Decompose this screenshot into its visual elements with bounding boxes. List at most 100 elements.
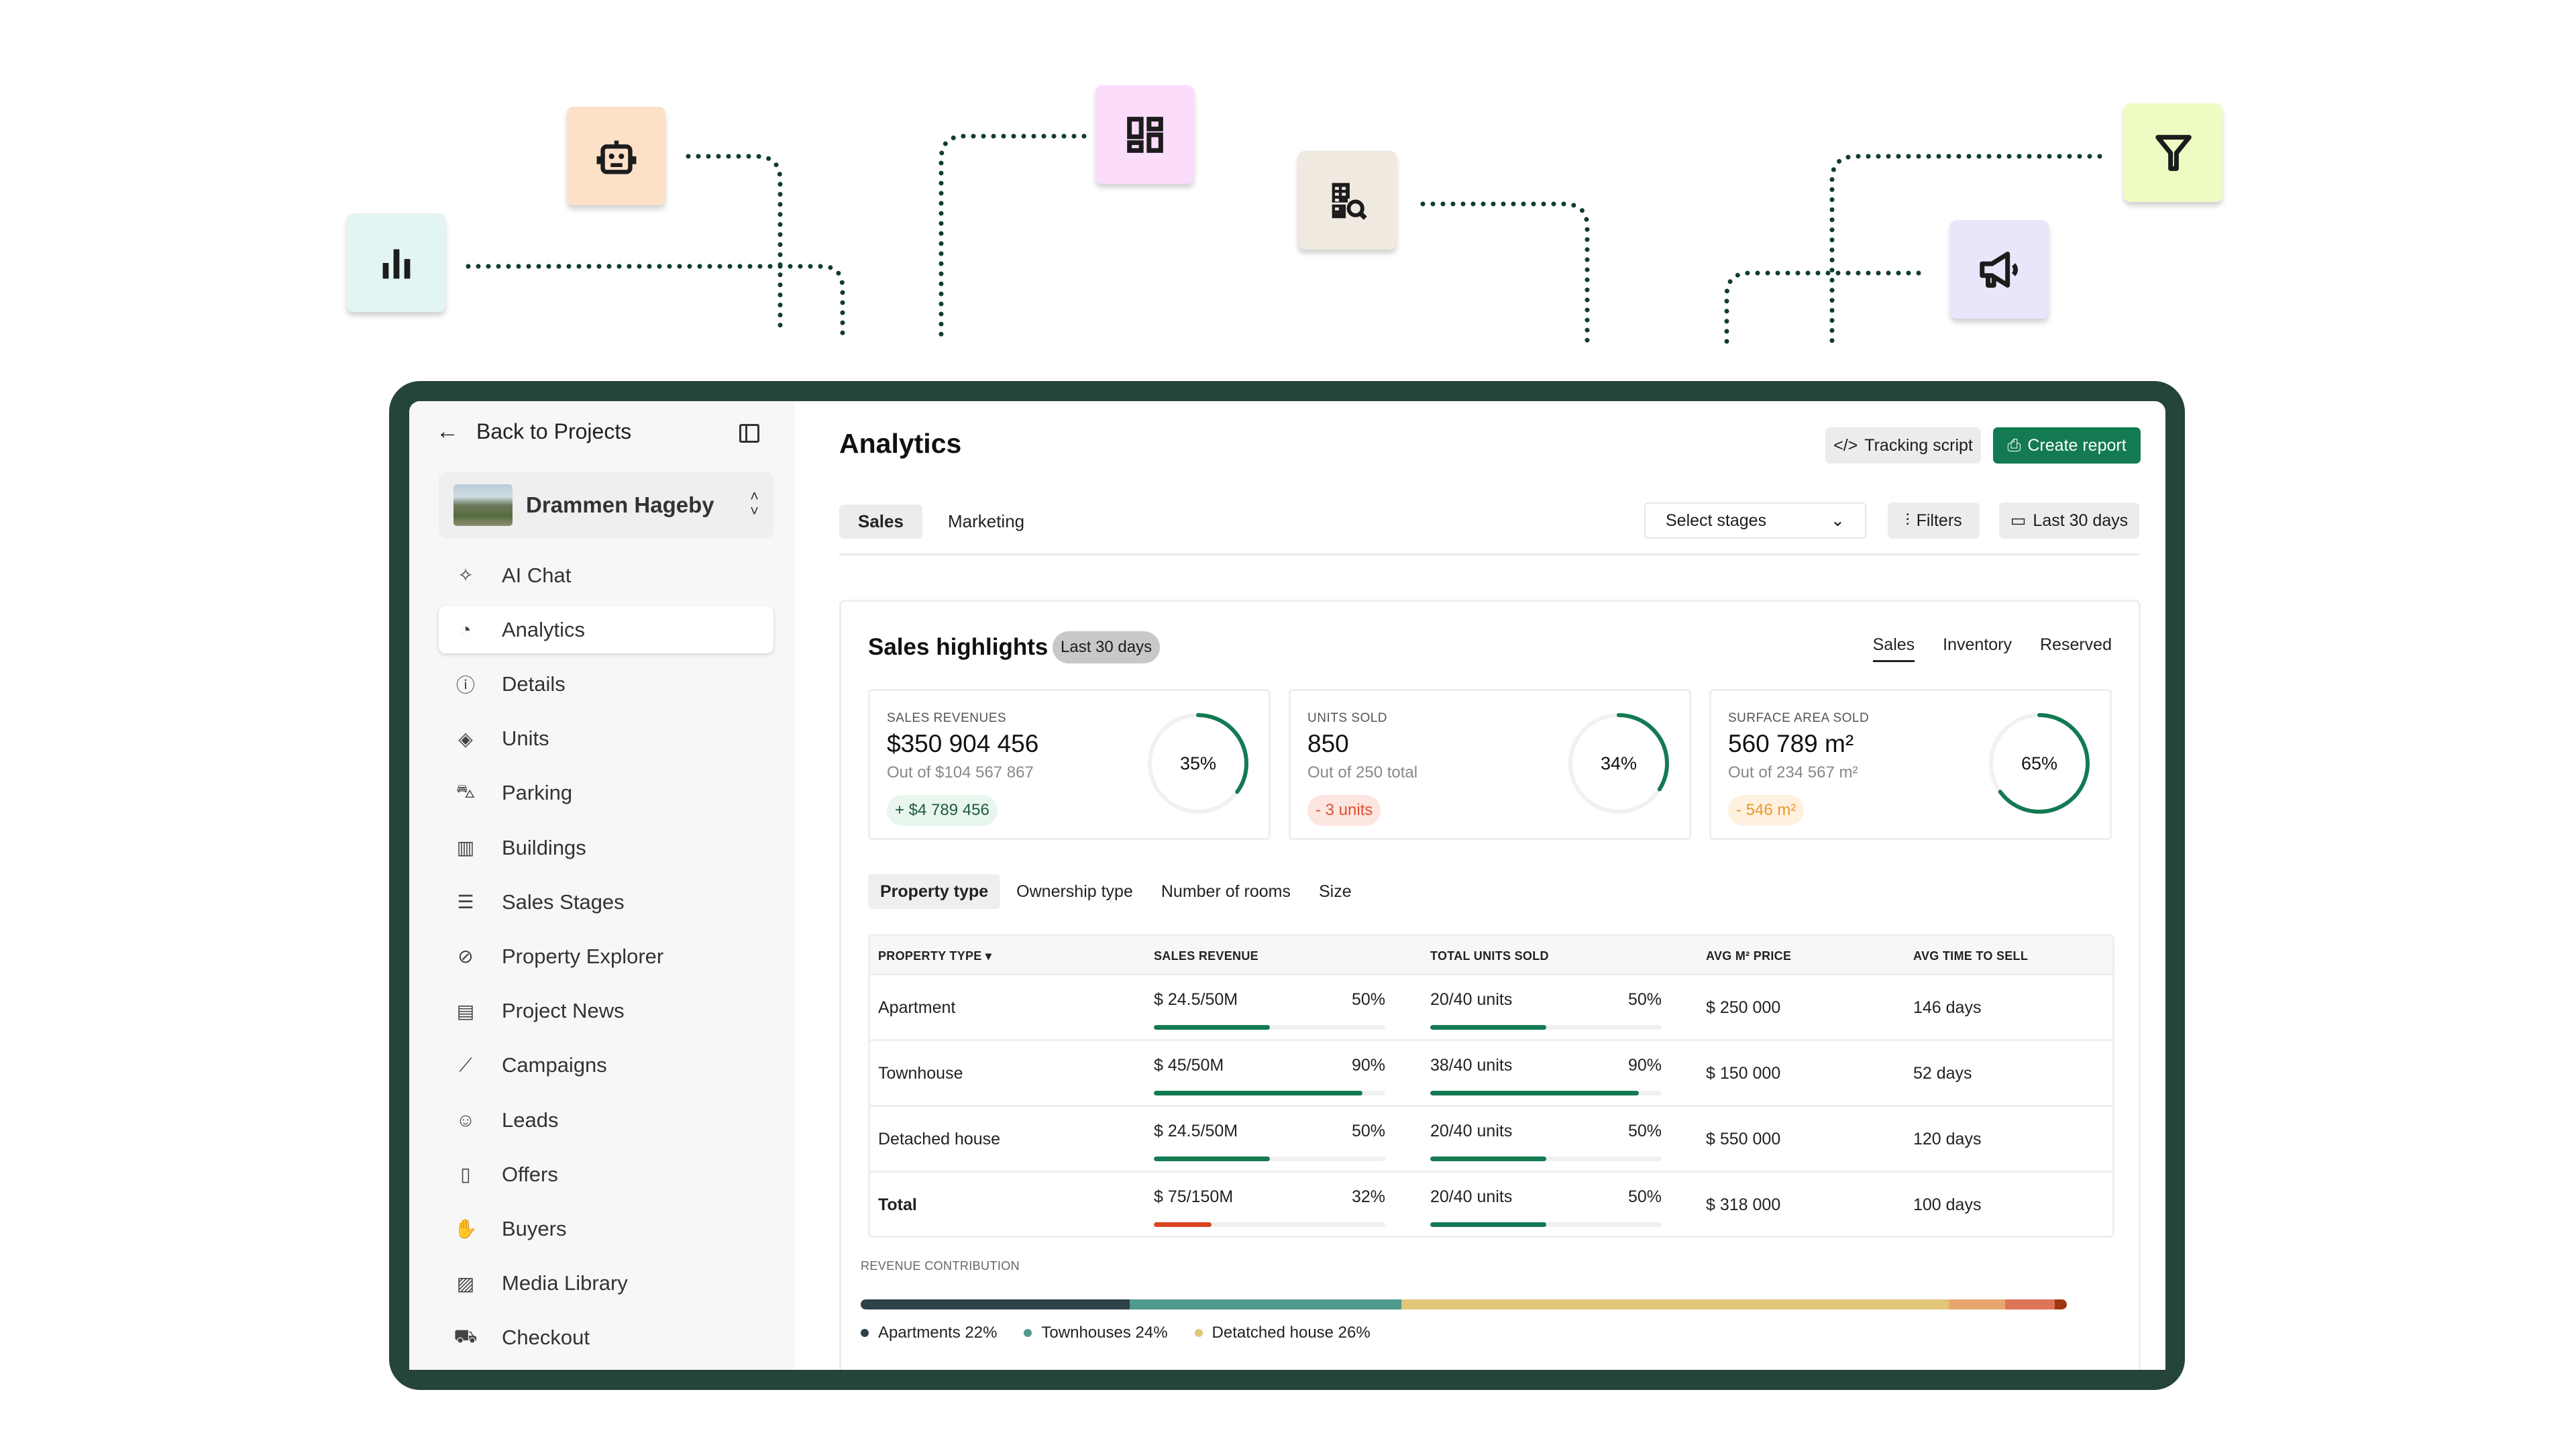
column-header-avg-price: AVG M² PRICE <box>1706 949 1792 963</box>
main-tabs: Sales Marketing <box>839 504 1043 539</box>
page-title: Analytics <box>839 428 962 459</box>
sidebar-item-label: Buyers <box>502 1216 567 1240</box>
table-header: PROPERTY TYPE ▾ SALES REVENUE TOTAL UNIT… <box>870 936 2112 975</box>
back-to-projects-link[interactable]: ← Back to Projects <box>436 419 631 445</box>
ring-percent-label: 35% <box>1180 753 1216 773</box>
table-row[interactable]: Total $ 75/150M 32% 20/40 units 50% $ 31… <box>870 1173 2112 1236</box>
sidebar-item-label: Buildings <box>502 835 586 859</box>
connector-line <box>1829 154 2102 351</box>
units-sold-bar <box>1430 1025 1662 1030</box>
sidebar-item-leads[interactable]: ☺ Leads <box>439 1096 773 1144</box>
cell-units-sold: 20/40 units <box>1430 1122 1513 1140</box>
sidebar-item-property-explorer[interactable]: ⊘ Property Explorer <box>439 932 773 980</box>
cell-time-to-sell: 146 days <box>1913 998 1982 1017</box>
tracking-script-button[interactable]: </> Tracking script <box>1825 427 1981 464</box>
table-row[interactable]: Townhouse $ 45/50M 90% 38/40 units 90% $… <box>870 1041 2112 1107</box>
project-name: Drammen Hageby <box>526 492 714 517</box>
bar-chart-tile <box>347 213 445 312</box>
tab-sales[interactable]: Sales <box>839 504 922 539</box>
revenue-segment <box>1401 1299 1949 1309</box>
select-stages-dropdown[interactable]: Select stages ⌄ <box>1644 502 1866 539</box>
sidebar-toggle-icon[interactable] <box>739 424 759 443</box>
sidebar-item-campaigns[interactable]: ⟋ Campaigns <box>439 1042 773 1089</box>
sidebar-item-buyers[interactable]: ✋ Buyers <box>439 1205 773 1252</box>
sales-revenue-bar <box>1154 1157 1385 1161</box>
sales-revenue-bar-fill <box>1154 1025 1270 1030</box>
user-refresh-icon: ☺ <box>455 1109 476 1130</box>
column-header-property-type[interactable]: PROPERTY TYPE ▾ <box>878 949 992 963</box>
revenue-legend: Apartments 22% Townhouses 24% Detatched ho… <box>861 1324 1371 1342</box>
tab-highlights-reserved[interactable]: Reserved <box>2040 635 2112 654</box>
sidebar-item-label: Media Library <box>502 1271 628 1295</box>
kpi-label: UNITS SOLD <box>1307 711 1388 725</box>
sidebar-item-label: Project News <box>502 999 625 1023</box>
sidebar-item-sales-stages[interactable]: ☰ Sales Stages <box>439 878 773 926</box>
project-switcher[interactable]: Drammen Hageby ˄ ˅ <box>439 472 773 539</box>
create-report-label: Create report <box>2027 435 2127 455</box>
revenue-segment <box>861 1299 1130 1309</box>
filter-tile <box>2124 103 2222 202</box>
sidebar-item-project-news[interactable]: ▤ Project News <box>439 987 773 1035</box>
cell-sales-revenue: $ 75/150M <box>1154 1187 1234 1206</box>
tab-highlights-inventory[interactable]: Inventory <box>1943 635 2012 654</box>
units-sold-bar <box>1430 1222 1662 1227</box>
sidebar-item-buildings[interactable]: ▥ Buildings <box>439 824 773 871</box>
cell-avg-price: $ 550 000 <box>1706 1130 1781 1148</box>
cell-units-sold: 38/40 units <box>1430 1056 1513 1075</box>
table-row[interactable]: Apartment $ 24.5/50M 50% 20/40 units 50%… <box>870 975 2112 1041</box>
sales-revenue-bar-fill <box>1154 1091 1362 1095</box>
revenue-segment <box>2054 1299 2067 1309</box>
kpi-label: SURFACE AREA SOLD <box>1728 711 1870 725</box>
sidebar: ← Back to Projects Drammen Hageby ˄ ˅ ✧ AI… <box>409 401 795 1370</box>
main-content: Analytics </> Tracking script ⎙ Create r… <box>795 401 2165 1370</box>
cell-sales-revenue: $ 45/50M <box>1154 1056 1224 1075</box>
info-icon: ⓘ <box>455 674 475 696</box>
analytics-icon: ◔ <box>460 619 472 640</box>
kpi-progress-ring: 65% <box>1989 713 2090 814</box>
sidebar-item-label: Campaigns <box>502 1053 607 1077</box>
legend-label: Apartments 22% <box>878 1324 998 1342</box>
kpi-card: SALES REVENUES $350 904 456 Out of $104 … <box>868 689 1271 840</box>
sidebar-item-label: Parking <box>502 781 573 805</box>
kpi-delta-chip: - 3 units <box>1307 795 1381 826</box>
chevron-up-down-icon: ˄ ˅ <box>750 488 759 519</box>
connector-line <box>1724 270 1921 347</box>
sidebar-item-label: Sales Stages <box>502 890 625 914</box>
tab-ownership-type[interactable]: Ownership type <box>1016 881 1133 901</box>
date-range-button[interactable]: ▭ Last 30 days <box>1999 502 2139 539</box>
kpi-progress-ring: 34% <box>1568 713 1669 814</box>
tab-highlights-sales[interactable]: Sales <box>1872 635 1915 662</box>
layers-icon: ◈ <box>458 728 473 749</box>
create-report-button[interactable]: ⎙ Create report <box>1993 427 2141 464</box>
sidebar-item-media-library[interactable]: ▨ Media Library <box>439 1260 773 1307</box>
table-row[interactable]: Detached house $ 24.5/50M 50% 20/40 unit… <box>870 1107 2112 1173</box>
cell-sales-revenue-pct: 50% <box>1351 1122 1385 1140</box>
sidebar-item-units[interactable]: ◈ Units <box>439 715 773 763</box>
kpi-progress-ring: 35% <box>1148 713 1248 814</box>
cell-units-sold-pct: 50% <box>1627 1122 1662 1140</box>
sidebar-item-offers[interactable]: ▯ Offers <box>439 1150 773 1198</box>
dashboard-tile <box>1095 85 1194 184</box>
document-icon: ▯ <box>460 1164 471 1185</box>
megaphone-icon <box>1979 251 2018 288</box>
sidebar-item-parking[interactable]: ⛍ Parking <box>439 769 773 817</box>
robot-tile <box>567 107 665 205</box>
connector-lines <box>466 133 2102 351</box>
image-icon: ▨ <box>456 1273 475 1294</box>
units-sold-bar <box>1430 1091 1662 1095</box>
filters-button[interactable]: ⫶ Filters <box>1888 502 1980 539</box>
tab-number-of-rooms[interactable]: Number of rooms <box>1161 881 1291 901</box>
cell-avg-price: $ 250 000 <box>1706 998 1781 1017</box>
sidebar-item-checkout[interactable]: ⛟ Checkout <box>439 1314 773 1362</box>
tab-marketing[interactable]: Marketing <box>947 511 1025 531</box>
sidebar-item-analytics[interactable]: ◔ Analytics <box>439 606 773 654</box>
cell-property-type: Apartment <box>878 998 956 1017</box>
sidebar-item-ai-chat[interactable]: ✧ AI Chat <box>439 551 773 599</box>
tab-property-type[interactable]: Property type <box>868 874 1001 909</box>
sidebar-item-details[interactable]: ⓘ Details <box>439 660 773 708</box>
sales-revenue-bar <box>1154 1091 1385 1095</box>
units-sold-bar <box>1430 1157 1662 1161</box>
revenue-segment <box>1948 1299 2006 1309</box>
tab-size[interactable]: Size <box>1319 881 1352 901</box>
dashboard-icon <box>1126 116 1163 153</box>
